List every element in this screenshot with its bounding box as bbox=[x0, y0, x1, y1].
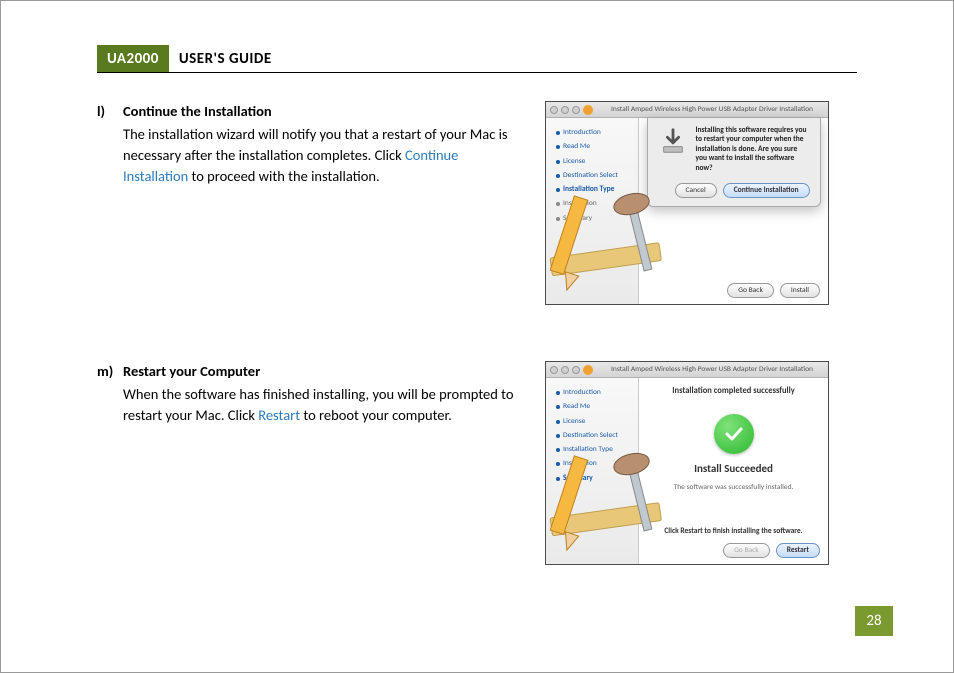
step-m-title: Restart your Computer bbox=[123, 362, 260, 380]
sidebar-step: Installation Type bbox=[556, 443, 634, 457]
sidebar-step-label: Installation Type bbox=[563, 183, 614, 197]
page-number: 28 bbox=[855, 606, 893, 636]
go-back-button[interactable]: Go Back bbox=[727, 283, 774, 298]
bullet-icon bbox=[556, 217, 560, 221]
sidebar-step-label: Introduction bbox=[563, 126, 601, 140]
traffic-min-icon bbox=[561, 106, 569, 114]
sidebar-step: Installation bbox=[556, 457, 634, 471]
step-l: l)Continue the Installation The installa… bbox=[97, 101, 857, 305]
traffic-zoom-icon bbox=[572, 106, 580, 114]
sidebar-step-label: Installation bbox=[563, 457, 597, 471]
sidebar-step: Read Me bbox=[556, 140, 634, 154]
bullet-icon bbox=[556, 462, 560, 466]
sidebar-step-label: Summary bbox=[563, 472, 593, 486]
install-button[interactable]: Install bbox=[780, 283, 820, 298]
step-l-body: The installation wizard will notify you … bbox=[97, 122, 525, 187]
sidebar-step-label: Summary bbox=[563, 212, 592, 226]
step-m-link: Restart bbox=[258, 406, 300, 424]
sidebar-step: Summary bbox=[556, 212, 634, 226]
installer-sidebar: IntroductionRead MeLicenseDestination Se… bbox=[546, 378, 638, 564]
step-l-text: l)Continue the Installation The installa… bbox=[97, 101, 525, 305]
installer-sidebar: IntroductionRead MeLicenseDestination Se… bbox=[546, 118, 638, 304]
install-succeeded-sub: The software was successfully installed. bbox=[647, 483, 820, 492]
window-title: Install Amped Wireless High Power USB Ad… bbox=[600, 105, 824, 114]
go-back-button: Go Back bbox=[723, 543, 770, 558]
continue-installation-button[interactable]: Continue Installation bbox=[723, 183, 810, 198]
restart-warning-sheet: Installing this software requires you to… bbox=[647, 118, 821, 207]
sidebar-step: Read Me bbox=[556, 400, 634, 414]
install-succeeded-title: Install Succeeded bbox=[647, 462, 820, 475]
sheet-message: Installing this software requires you to… bbox=[696, 126, 810, 173]
restart-button[interactable]: Restart bbox=[776, 543, 820, 558]
sidebar-step: Destination Select bbox=[556, 169, 634, 183]
sidebar-step-label: Read Me bbox=[563, 140, 590, 154]
header-badge: UA2000 bbox=[97, 45, 169, 72]
step-l-title: Continue the Installation bbox=[123, 102, 272, 120]
traffic-min-icon bbox=[561, 366, 569, 374]
sidebar-step: Destination Select bbox=[556, 429, 634, 443]
bullet-icon bbox=[556, 434, 560, 438]
traffic-close-icon bbox=[550, 106, 558, 114]
page-header: UA2000 USER'S GUIDE bbox=[97, 45, 857, 73]
window-titlebar: Install Amped Wireless High Power USB Ad… bbox=[546, 102, 828, 118]
step-m: m)Restart your Computer When the softwar… bbox=[97, 361, 857, 565]
installer-main: Installation completed successfully Inst… bbox=[638, 378, 828, 564]
step-l-body-post: to proceed with the installation. bbox=[188, 167, 379, 185]
bullet-icon bbox=[556, 174, 560, 178]
installer-main: Click Install to perform a standard inst… bbox=[638, 118, 828, 304]
window-title: Install Amped Wireless High Power USB Ad… bbox=[600, 365, 824, 374]
header-title: USER'S GUIDE bbox=[169, 45, 272, 72]
screenshot-install-succeeded: Install Amped Wireless High Power USB Ad… bbox=[545, 361, 829, 565]
bullet-icon bbox=[556, 448, 560, 452]
sidebar-step: License bbox=[556, 415, 634, 429]
sidebar-step-label: Read Me bbox=[563, 400, 590, 414]
package-icon bbox=[583, 105, 593, 115]
restart-instruction: Click Restart to finish installing the s… bbox=[639, 527, 828, 536]
sidebar-step: Installation Type bbox=[556, 183, 634, 197]
download-icon bbox=[658, 126, 688, 156]
bullet-icon bbox=[556, 420, 560, 424]
bullet-icon bbox=[556, 145, 560, 149]
sidebar-step-label: Installation Type bbox=[563, 443, 613, 457]
sidebar-step-label: Destination Select bbox=[563, 429, 618, 443]
sidebar-step-label: Introduction bbox=[563, 386, 601, 400]
bullet-icon bbox=[556, 477, 560, 481]
bullet-icon bbox=[556, 131, 560, 135]
sidebar-step: Introduction bbox=[556, 126, 634, 140]
bullet-icon bbox=[556, 405, 560, 409]
bullet-icon bbox=[556, 391, 560, 395]
step-l-num: l) bbox=[97, 101, 123, 122]
step-m-num: m) bbox=[97, 361, 123, 382]
cancel-button[interactable]: Cancel bbox=[675, 183, 717, 198]
bullet-icon bbox=[556, 160, 560, 164]
step-m-text: m)Restart your Computer When the softwar… bbox=[97, 361, 525, 565]
sidebar-step: Introduction bbox=[556, 386, 634, 400]
sidebar-step: License bbox=[556, 155, 634, 169]
sidebar-step-label: Destination Select bbox=[563, 169, 618, 183]
footer-buttons: Go Back Install bbox=[727, 283, 820, 298]
sidebar-step-label: Installation bbox=[563, 197, 597, 211]
step-m-body: When the software has finished installin… bbox=[97, 382, 525, 426]
sidebar-step-label: License bbox=[563, 155, 585, 169]
checkmark-icon bbox=[714, 414, 754, 454]
footer-buttons: Go Back Restart bbox=[723, 543, 820, 558]
step-m-body-post: to reboot your computer. bbox=[300, 406, 452, 424]
traffic-close-icon bbox=[550, 366, 558, 374]
installer-body: IntroductionRead MeLicenseDestination Se… bbox=[546, 118, 828, 304]
success-top-title: Installation completed successfully bbox=[647, 386, 820, 396]
sidebar-step: Installation bbox=[556, 197, 634, 211]
sidebar-step-label: License bbox=[563, 415, 585, 429]
content: l)Continue the Installation The installa… bbox=[97, 101, 857, 592]
package-icon bbox=[583, 365, 593, 375]
window-titlebar: Install Amped Wireless High Power USB Ad… bbox=[546, 362, 828, 378]
bullet-icon bbox=[556, 188, 560, 192]
screenshot-continue-installation: Install Amped Wireless High Power USB Ad… bbox=[545, 101, 829, 305]
sidebar-step: Summary bbox=[556, 472, 634, 486]
traffic-zoom-icon bbox=[572, 366, 580, 374]
bullet-icon bbox=[556, 202, 560, 206]
installer-body: IntroductionRead MeLicenseDestination Se… bbox=[546, 378, 828, 564]
